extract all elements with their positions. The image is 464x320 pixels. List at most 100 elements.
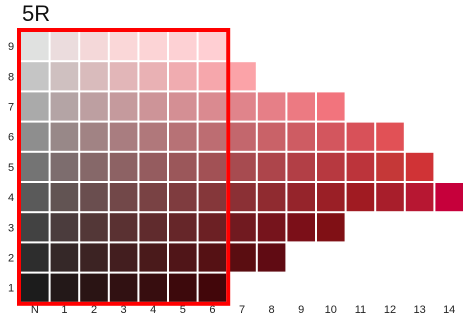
color-chip-v3-c10: [317, 213, 345, 242]
color-chip-v7-c3: [109, 92, 138, 121]
color-chip-v3-c4: [139, 213, 167, 242]
chart-title: 5R: [22, 1, 51, 26]
x-tick-label-7: 7: [239, 304, 245, 316]
color-chip-v6-c5: [169, 122, 197, 151]
color-chip-v3-c1: [50, 213, 79, 242]
color-chip-v7-c4: [139, 92, 167, 121]
color-chip-v8-c6: [198, 62, 227, 91]
color-chip-v4-c14: [435, 183, 463, 212]
color-chip-v1-c5: [169, 273, 197, 302]
color-chip-v9-c5: [169, 32, 197, 61]
color-chip-v3-c5: [169, 213, 197, 242]
color-chip-v5-c11: [346, 152, 375, 181]
color-chip-v8-cN: [21, 62, 49, 91]
color-chip-v8-c3: [109, 62, 138, 91]
color-chip-v6-c10: [317, 122, 345, 151]
color-chip-v5-c7: [228, 152, 256, 181]
color-chip-v8-c7: [228, 62, 256, 91]
x-tick-label-8: 8: [269, 304, 275, 316]
color-chip-v4-c11: [346, 183, 375, 212]
color-chip-v3-c8: [257, 213, 286, 242]
color-chip-v2-cN: [21, 243, 49, 272]
color-chip-v4-cN: [21, 183, 49, 212]
color-chip-v7-c8: [257, 92, 286, 121]
color-chip-v7-c2: [80, 92, 108, 121]
color-chip-v8-c5: [169, 62, 197, 91]
color-chip-v1-c4: [139, 273, 167, 302]
color-chip-v1-c2: [80, 273, 108, 302]
color-chip-v2-c5: [169, 243, 197, 272]
y-tick-label-3: 3: [8, 222, 14, 234]
color-chip-v5-c4: [139, 152, 167, 181]
color-chip-v2-c6: [198, 243, 227, 272]
color-chip-v5-cN: [21, 152, 49, 181]
color-chip-v6-c2: [80, 122, 108, 151]
color-chip-v8-c2: [80, 62, 108, 91]
x-tick-label-1: 1: [61, 304, 67, 316]
y-tick-label-5: 5: [8, 162, 14, 174]
color-chip-v9-cN: [21, 32, 49, 61]
color-chip-v5-c6: [198, 152, 227, 181]
color-chip-v5-c3: [109, 152, 138, 181]
color-chip-v1-cN: [21, 273, 49, 302]
color-chip-v4-c10: [317, 183, 345, 212]
color-chip-v4-c3: [109, 183, 138, 212]
color-chip-v7-cN: [21, 92, 49, 121]
color-chip-v6-c11: [346, 122, 375, 151]
color-chip-v9-c6: [198, 32, 227, 61]
y-tick-label-8: 8: [8, 71, 14, 83]
color-chip-v5-c13: [405, 152, 434, 181]
color-chip-v5-c5: [169, 152, 197, 181]
color-chip-v4-c1: [50, 183, 79, 212]
x-tick-label-9: 9: [298, 304, 304, 316]
color-chip-v2-c4: [139, 243, 167, 272]
color-chip-v1-c1: [50, 273, 79, 302]
color-chip-v6-cN: [21, 122, 49, 151]
x-tick-label-10: 10: [325, 304, 337, 316]
highlight-box: [17, 28, 231, 306]
color-chip-v8-c1: [50, 62, 79, 91]
color-chip-v5-c2: [80, 152, 108, 181]
color-chip-v7-c6: [198, 92, 227, 121]
color-chip-v4-c8: [257, 183, 286, 212]
color-chip-v2-c7: [228, 243, 256, 272]
x-tick-label-6: 6: [209, 304, 215, 316]
color-chip-v7-c7: [228, 92, 256, 121]
color-chip-v8-c4: [139, 62, 167, 91]
color-chip-v6-c7: [228, 122, 256, 151]
color-chip-v4-c7: [228, 183, 256, 212]
color-chip-v5-c12: [376, 152, 404, 181]
color-chip-v2-c1: [50, 243, 79, 272]
color-chip-v1-c3: [109, 273, 138, 302]
color-chip-v3-c7: [228, 213, 256, 242]
y-tick-label-6: 6: [8, 132, 14, 144]
y-tick-label-2: 2: [8, 253, 14, 265]
x-tick-label-13: 13: [413, 304, 425, 316]
color-chip-v3-c2: [80, 213, 108, 242]
x-tick-label-12: 12: [384, 304, 396, 316]
color-chip-v5-c8: [257, 152, 286, 181]
color-chip-v4-c6: [198, 183, 227, 212]
color-chip-v9-c2: [80, 32, 108, 61]
color-chip-v5-c9: [287, 152, 315, 181]
x-tick-label-11: 11: [355, 304, 366, 316]
color-chip-v6-c4: [139, 122, 167, 151]
color-chip-v6-c1: [50, 122, 79, 151]
color-chip-v3-c9: [287, 213, 315, 242]
color-chip-v6-c3: [109, 122, 138, 151]
x-tick-label-3: 3: [121, 304, 127, 316]
color-chip-v6-c6: [198, 122, 227, 151]
color-chip-v7-c10: [317, 92, 345, 121]
color-chip-v2-c8: [257, 243, 286, 272]
color-chip-v7-c9: [287, 92, 315, 121]
color-chip-v2-c3: [109, 243, 138, 272]
y-tick-label-9: 9: [8, 41, 14, 53]
y-tick-label-1: 1: [8, 283, 14, 295]
color-chip-v6-c12: [376, 122, 404, 151]
color-chip-v4-c2: [80, 183, 108, 212]
color-chip-v6-c9: [287, 122, 315, 151]
color-chip-v3-c6: [198, 213, 227, 242]
color-chip-v4-c13: [405, 183, 434, 212]
color-chip-v4-c5: [169, 183, 197, 212]
